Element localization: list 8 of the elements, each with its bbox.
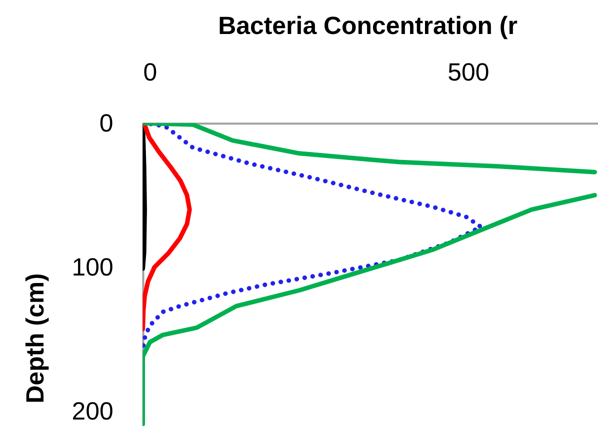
y-tick-label: 100 [72,254,114,282]
y-tick-label: 200 [72,398,114,426]
x-tick-label: 500 [448,58,490,87]
y-tick-label: 0 [99,110,114,138]
x-axis-title: Bacteria Concentration (r [218,12,518,40]
line-series [142,123,192,332]
line-series [142,192,597,426]
y-axis-title: Depth (cm) [21,273,50,404]
